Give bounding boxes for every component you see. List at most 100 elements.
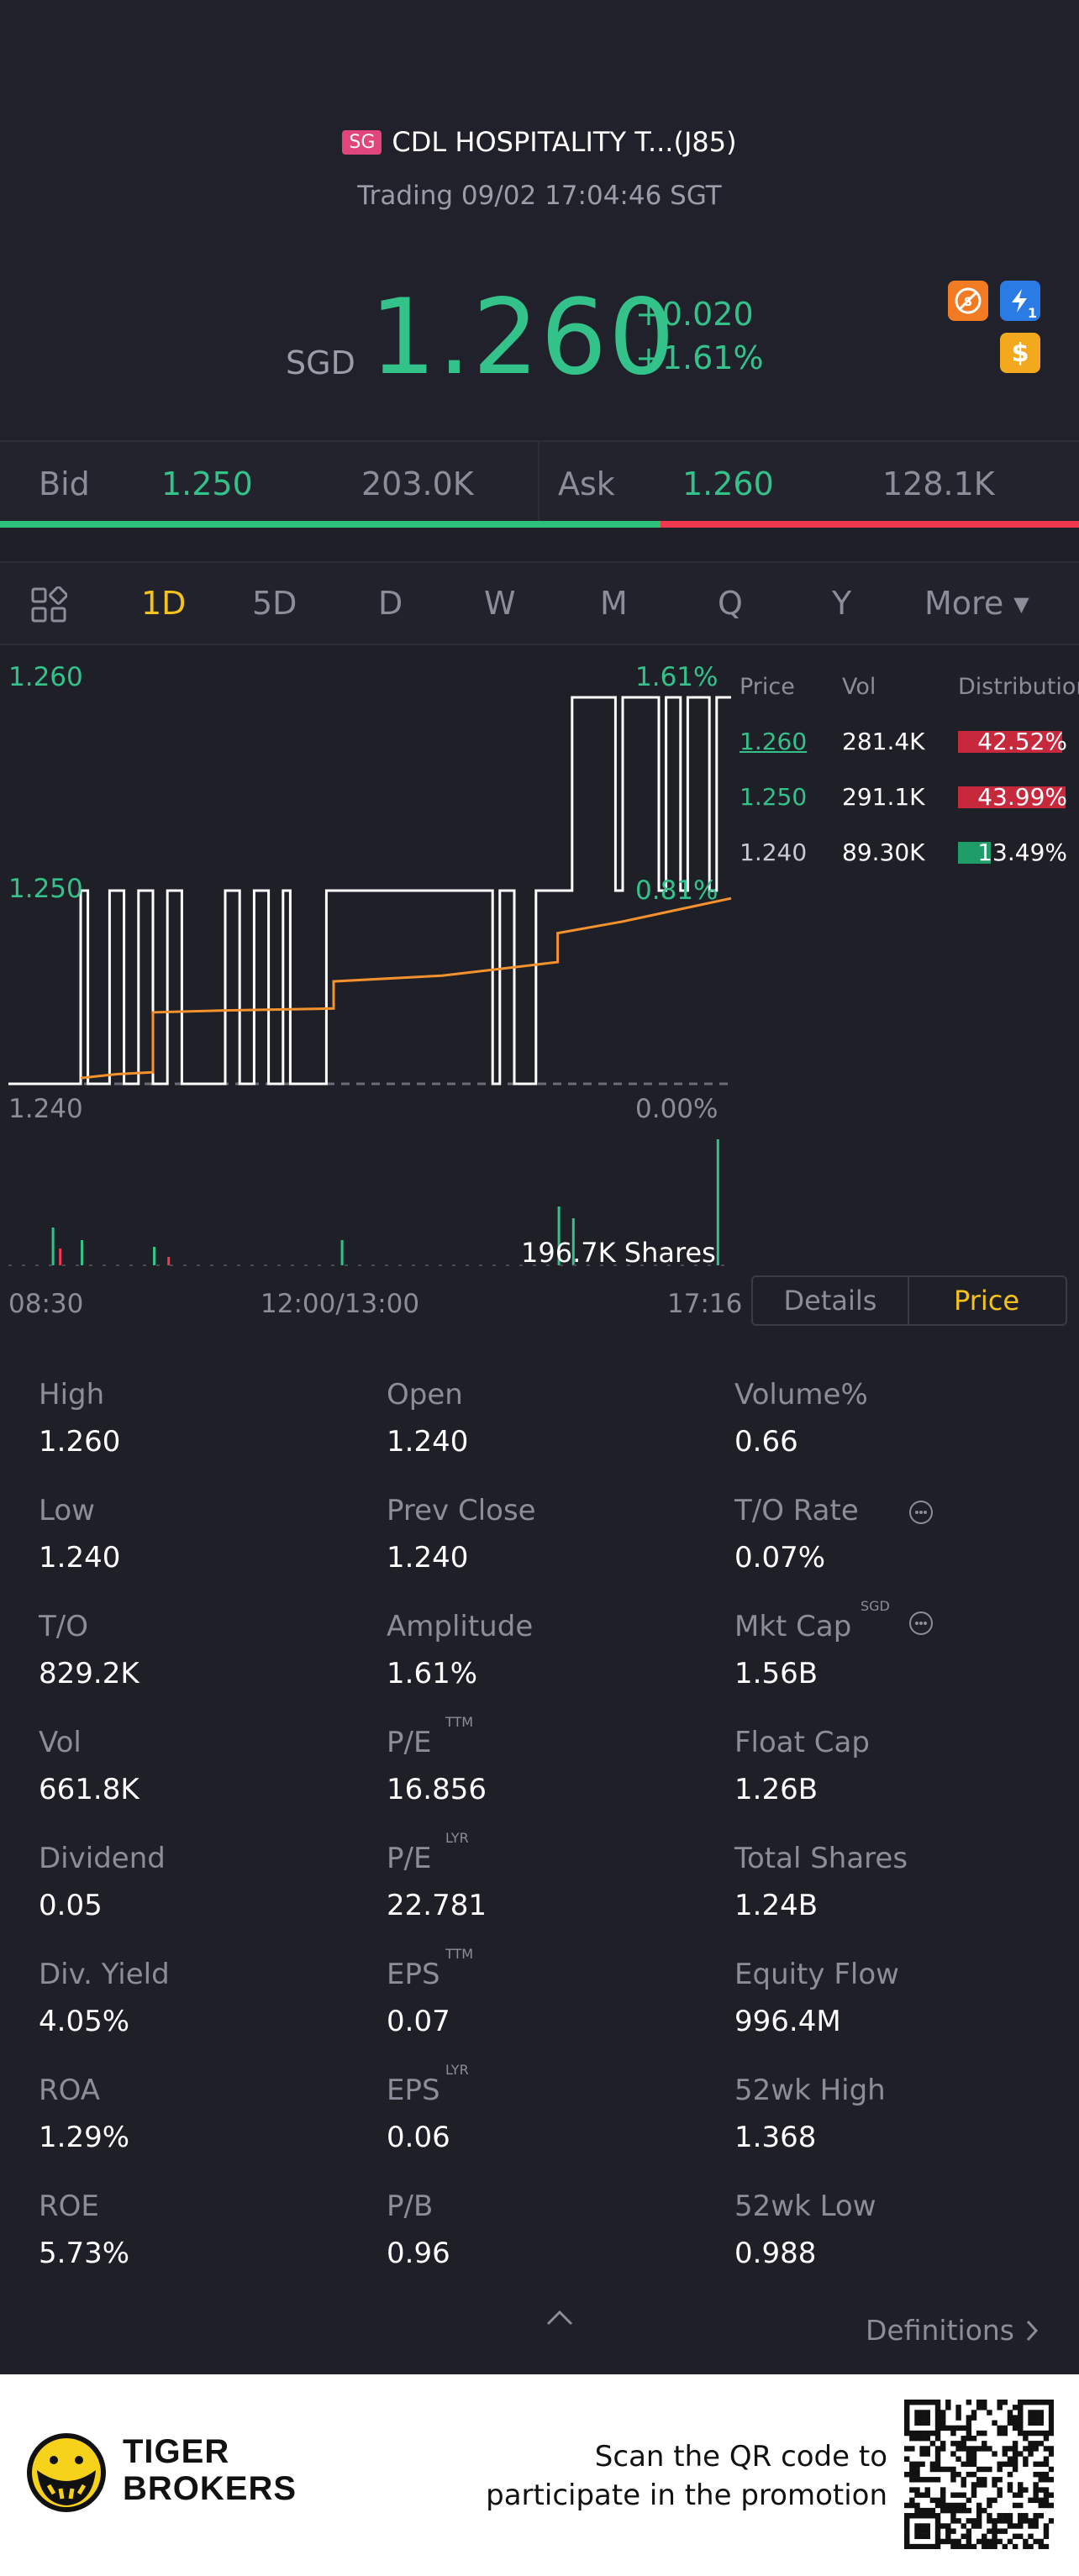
y-label-mid: 1.250 — [8, 874, 83, 904]
qr-code — [904, 2400, 1054, 2549]
definitions-link[interactable]: Definitions — [866, 2314, 1040, 2347]
tab-5d[interactable]: 5D — [252, 585, 297, 622]
stat-label: Vol — [39, 1726, 82, 1759]
stat-label: P/B — [387, 2190, 434, 2223]
series-line-avg — [80, 896, 732, 1080]
dollar-icon[interactable]: $ — [1000, 333, 1040, 373]
ask-price: 1.260 — [682, 465, 774, 502]
stat-label: 52wk Low — [734, 2190, 876, 2223]
lightning-badge: 1 — [1027, 305, 1037, 321]
volume-bar — [81, 1240, 83, 1265]
stock-title[interactable]: SG CDL HOSPITALITY T...(J85) — [0, 126, 1079, 158]
layout-grid-icon[interactable] — [30, 586, 68, 627]
details-toggle[interactable]: Details — [751, 1275, 909, 1326]
volume-bar — [571, 1218, 575, 1265]
y-label-bottom: 1.240 — [8, 1094, 83, 1124]
stat-label: Low — [39, 1494, 95, 1527]
change-percent: +1.61% — [635, 339, 764, 376]
bid-ask-bar: Bid 1.250 203.0K Ask 1.260 128.1K — [0, 440, 1079, 523]
market-badge: SG — [342, 130, 382, 155]
stat-label: EPS — [387, 1958, 440, 1991]
dist-percent: 43.99% — [977, 783, 1067, 811]
volume-bar — [167, 1257, 171, 1265]
promo-footer — [0, 2374, 1079, 2576]
stat-value: 0.07 — [387, 2005, 450, 2038]
stat-value: 0.07% — [734, 1541, 826, 1575]
stat-superscript: TTM — [445, 1714, 474, 1730]
stat-value: 1.240 — [387, 1541, 469, 1575]
stat-label: Amplitude — [387, 1610, 534, 1643]
volume-bars — [8, 1139, 731, 1266]
dist-header-vol: Vol — [842, 674, 876, 700]
stat-value: 22.781 — [387, 1889, 487, 1922]
volume-bar — [59, 1249, 62, 1265]
stat-value: 5.73% — [39, 2237, 130, 2270]
last-price: 1.260 — [370, 277, 676, 398]
tab-1d[interactable]: 1D — [141, 585, 187, 622]
price-toggle[interactable]: Price — [908, 1275, 1067, 1326]
dist-price: 1.260 — [740, 728, 808, 755]
dist-percent: 13.49% — [977, 839, 1067, 866]
time-start: 08:30 — [8, 1289, 84, 1319]
intraday-chart[interactable] — [0, 649, 748, 1279]
collapse-chevron-icon[interactable] — [543, 2302, 576, 2332]
series-line-price — [8, 696, 731, 1086]
lightning-icon[interactable]: 1 — [1000, 281, 1040, 321]
stat-superscript: TTM — [445, 1946, 474, 1962]
stat-value: 1.368 — [734, 2121, 817, 2154]
stat-value: 0.05 — [39, 1889, 103, 1922]
pct-label-mid: 0.81% — [635, 875, 718, 906]
price-change: +0.020 +1.61% — [635, 292, 764, 380]
dist-vol: 89.30K — [842, 839, 925, 866]
stat-label: Volume% — [734, 1378, 868, 1412]
stat-value: 1.56B — [734, 1657, 818, 1690]
pct-label-bottom: 0.00% — [635, 1094, 718, 1124]
stat-label: Equity Flow — [734, 1958, 899, 1991]
stat-value: 4.05% — [39, 2005, 130, 2038]
stat-label: High — [39, 1378, 105, 1412]
stat-label: P/E — [387, 1726, 432, 1759]
tab-w[interactable]: W — [484, 585, 516, 622]
dist-header-price: Price — [740, 674, 795, 700]
volume-bar — [557, 1207, 561, 1265]
brand-name-line2: BROKERS — [123, 2470, 297, 2507]
time-end: 17:16 — [667, 1289, 743, 1319]
stat-label: Open — [387, 1378, 463, 1412]
stat-value: 0.988 — [734, 2237, 817, 2270]
pct-label-top: 1.61% — [635, 662, 718, 692]
volume-bar — [153, 1247, 155, 1265]
stat-value: 1.24B — [734, 1889, 818, 1922]
volume-label: 196.7K Shares — [521, 1237, 716, 1269]
stat-label: T/O Rate — [734, 1494, 859, 1527]
tab-d[interactable]: D — [378, 585, 403, 622]
tab-more[interactable]: More ▼ — [924, 585, 1029, 622]
tab-y[interactable]: Y — [832, 585, 852, 622]
bid-label: Bid — [39, 465, 90, 502]
to-rate-info-icon[interactable] — [909, 1501, 933, 1524]
mkt-cap-info-icon[interactable] — [909, 1611, 933, 1635]
bid-strength-bar — [0, 521, 661, 528]
stat-label: P/E — [387, 1842, 432, 1875]
stat-value: 996.4M — [734, 2005, 841, 2038]
stat-value: 0.66 — [734, 1425, 798, 1459]
volume-bar — [716, 1139, 719, 1265]
stat-label: Float Cap — [734, 1726, 870, 1759]
tiger-logo-icon — [25, 2431, 108, 2514]
stat-label: T/O — [39, 1610, 88, 1643]
stat-value: 16.856 — [387, 1773, 487, 1806]
stat-value: 661.8K — [39, 1773, 139, 1806]
stat-value: 0.96 — [387, 2237, 450, 2270]
volume-bar — [51, 1228, 55, 1265]
chevron-right-icon — [1026, 2320, 1038, 2342]
tab-m[interactable]: M — [600, 585, 628, 622]
caret-down-icon: ▼ — [1013, 592, 1029, 616]
tab-q[interactable]: Q — [718, 585, 743, 622]
stat-label: Div. Yield — [39, 1958, 170, 1991]
stat-label: EPS — [387, 2074, 440, 2107]
dist-bar — [958, 786, 1066, 808]
stat-label: Prev Close — [387, 1494, 536, 1527]
volume-bar — [340, 1240, 344, 1265]
dist-bar — [958, 731, 1062, 753]
period-tabs: 1D 5D D W M Q Y More ▼ — [0, 561, 1079, 645]
no-short-icon[interactable]: S — [948, 281, 988, 321]
